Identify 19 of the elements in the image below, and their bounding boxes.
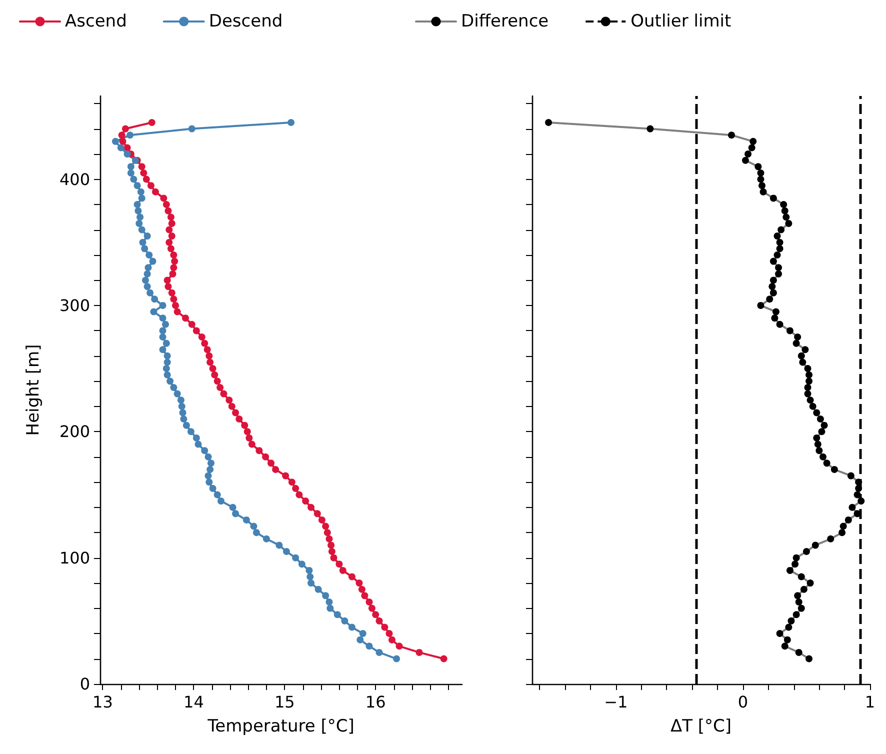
y-tick-label: 300 — [59, 296, 90, 315]
x-tick-label: 13 — [92, 692, 113, 712]
y-tick-label: 200 — [59, 422, 90, 442]
x-tick-label: 0 — [738, 692, 748, 712]
y-tick-label: 0 — [80, 674, 90, 694]
x-axis-title: Temperature [°C] — [206, 716, 354, 736]
x-tick-label: 15 — [274, 692, 295, 712]
legend-label: Outlier limit — [630, 12, 732, 32]
x-tick-label: −1 — [604, 692, 628, 712]
legend-label: Difference — [461, 12, 549, 32]
x-tick-label: 16 — [365, 692, 386, 712]
y-tick-label: 400 — [59, 170, 90, 189]
legend-label: Ascend — [65, 12, 127, 32]
x-tick-label: 14 — [184, 692, 204, 712]
x-tick-label: 1 — [864, 692, 876, 712]
y-tick-label: 100 — [59, 548, 90, 568]
y-axis-title: Height [m] — [24, 344, 44, 436]
legend-label: Descend — [208, 12, 283, 32]
x-axis-title: ΔT [°C] — [670, 716, 732, 736]
